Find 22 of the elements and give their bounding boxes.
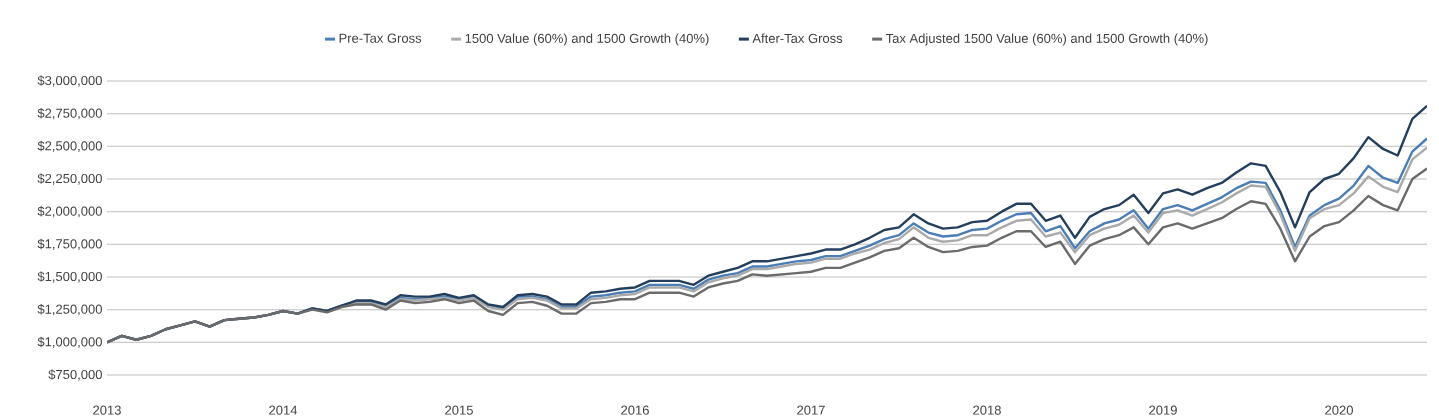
y-tick-label: $2,500,000 — [37, 140, 102, 152]
x-tick-label: 2015 — [445, 405, 473, 415]
x-tick-label: 2013 — [93, 405, 121, 415]
y-tick-label: $2,000,000 — [37, 206, 102, 218]
legend-label: 1500 Value (60%) and 1500 Growth (40%) — [465, 33, 709, 46]
legend-label: After-Tax Gross — [752, 33, 843, 43]
x-tick-label: 2016 — [621, 405, 649, 415]
x-tick-label: 2020 — [1325, 405, 1353, 415]
y-tick-label: $2,750,000 — [37, 108, 102, 120]
x-tick-label: 2019 — [1149, 405, 1177, 415]
x-tick-label: 2017 — [797, 405, 825, 415]
legend-label: Pre-Tax Gross — [339, 33, 422, 43]
y-tick-label: $1,250,000 — [37, 304, 102, 316]
x-tick-label: 2014 — [269, 405, 298, 415]
y-tick-label: $750,000 — [48, 369, 102, 381]
y-tick-label: $3,000,000 — [37, 75, 102, 87]
y-tick-label: $2,250,000 — [37, 173, 102, 185]
y-tick-label: $1,000,000 — [37, 336, 102, 348]
y-tick-label: $1,750,000 — [37, 238, 102, 250]
legend-label: Tax Adjusted 1500 Value (60%) and 1500 Growth (40%) — [885, 33, 1208, 46]
x-tick-label: 2018 — [973, 405, 1001, 415]
y-tick-label: $1,500,000 — [37, 271, 102, 283]
